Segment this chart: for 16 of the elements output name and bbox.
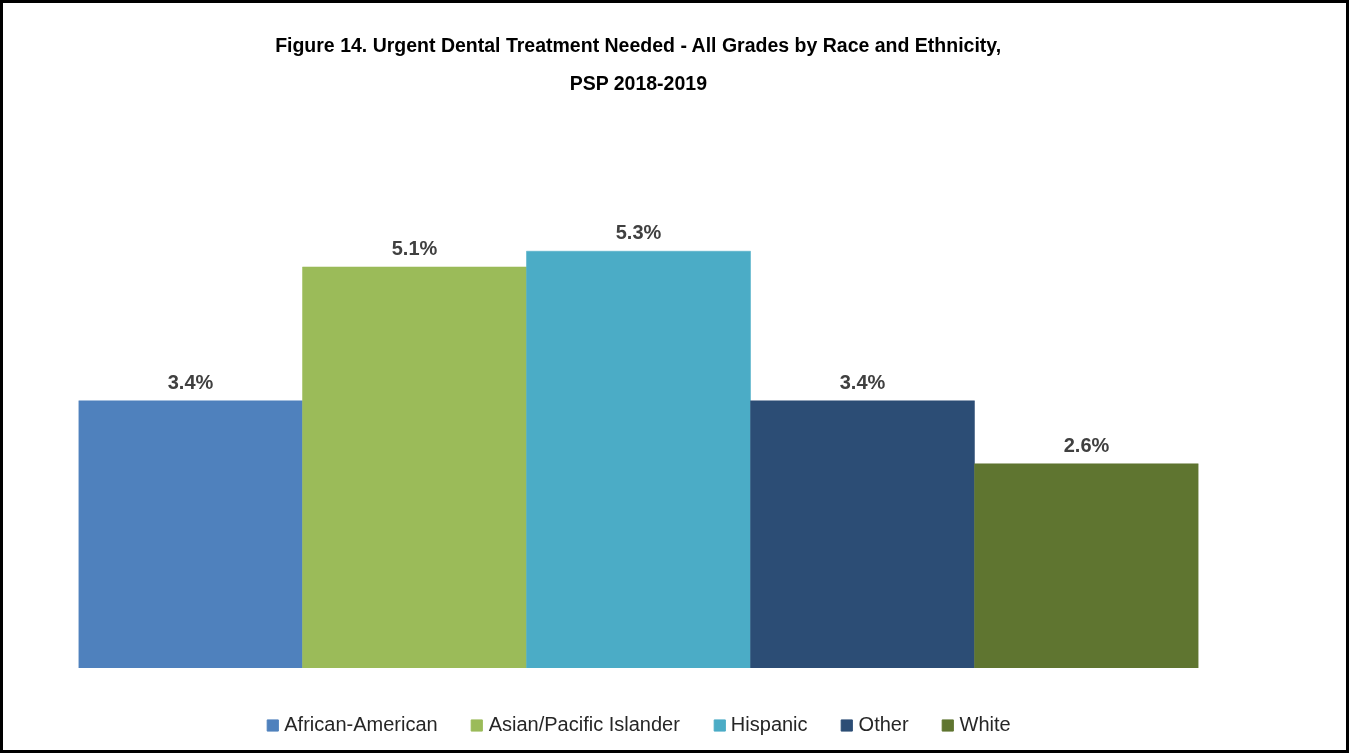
- legend-label: Other: [858, 713, 909, 736]
- data-label: 2.6%: [1063, 433, 1110, 456]
- bar: [526, 250, 751, 668]
- bar: [750, 400, 975, 668]
- bar: [302, 266, 527, 668]
- chart-title: Figure 14. Urgent Dental Treatment Needed - All Grades by Race and Ethnicity, PSP 2018-2019: [275, 34, 1002, 94]
- bar: [974, 463, 1199, 668]
- data-label: 3.4%: [167, 370, 214, 393]
- legend-label: Hispanic: [730, 713, 808, 736]
- data-label: 5.1%: [391, 236, 438, 259]
- bar: [78, 400, 303, 668]
- legend-label: White: [959, 713, 1011, 736]
- data-label: 3.4%: [839, 370, 886, 393]
- legend-label: Asian/Pacific Islander: [488, 713, 680, 736]
- data-label: 5.3%: [615, 221, 662, 244]
- legend-label: African-American: [284, 713, 438, 736]
